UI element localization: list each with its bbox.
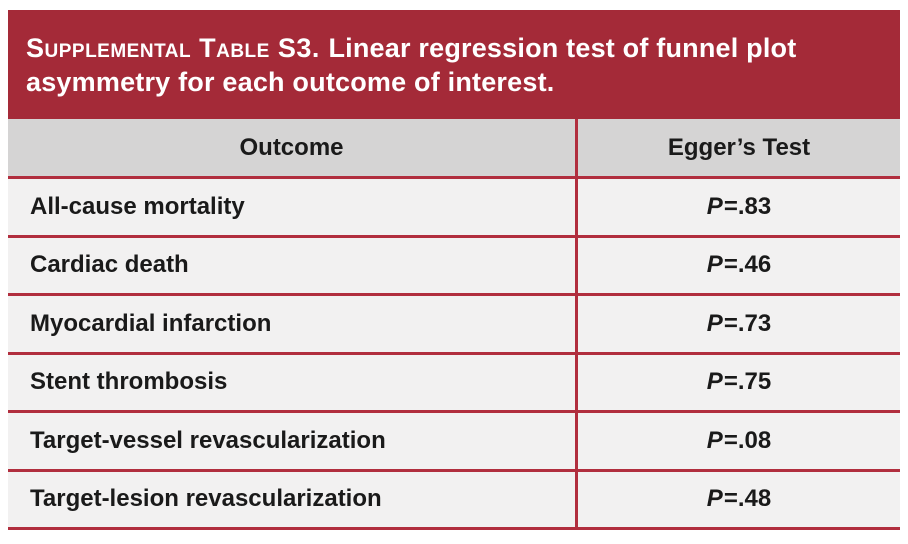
table-row: Stent thrombosis P =.75 (8, 354, 900, 413)
egger-test-cell: P =.48 (575, 471, 900, 527)
table-row: Myocardial infarction P =.73 (8, 296, 900, 355)
table-header-row: Outcome Egger’s Test (8, 119, 900, 179)
outcome-cell: Target-vessel revascularization (30, 426, 386, 454)
p-label: P (706, 368, 723, 396)
table-title-bar: Supplemental Table S3. Linear regression … (8, 10, 900, 119)
outcome-cell: Target-lesion revascularization (30, 485, 382, 513)
p-label: P (706, 485, 723, 513)
supplemental-table-card: Supplemental Table S3. Linear regression … (8, 10, 900, 530)
table-row: Target-lesion revascularization P =.48 (8, 471, 900, 530)
p-label: P (706, 309, 723, 337)
p-value: =.75 (723, 368, 772, 396)
table-row: Cardiac death P =.46 (8, 237, 900, 296)
p-value: =.08 (723, 426, 772, 454)
outcome-cell: Stent thrombosis (30, 368, 228, 396)
p-label: P (706, 426, 723, 454)
p-value: =.83 (723, 192, 772, 220)
egger-test-cell: P =.75 (575, 354, 900, 410)
egger-test-cell: P =.08 (575, 413, 900, 469)
egger-test-cell: P =.83 (575, 179, 900, 235)
p-value: =.46 (723, 251, 772, 279)
outcome-cell: All-cause mortality (30, 192, 245, 220)
column-header-outcome: Outcome (239, 133, 344, 161)
p-value: =.48 (723, 485, 772, 513)
table-title-label: Supplemental Table S3. (26, 33, 320, 63)
outcome-cell: Myocardial infarction (30, 309, 272, 337)
outcome-cell: Cardiac death (30, 251, 189, 279)
egger-test-cell: P =.73 (575, 296, 900, 352)
p-label: P (706, 192, 723, 220)
p-value: =.73 (723, 309, 772, 337)
table-row: Target-vessel revascularization P =.08 (8, 413, 900, 472)
table-title-text: Linear regression test of funnel plot as… (26, 33, 797, 97)
egger-test-cell: P =.46 (575, 237, 900, 293)
p-label: P (706, 251, 723, 279)
table-row: All-cause mortality P =.83 (8, 179, 900, 238)
column-header-egger-test: Egger’s Test (575, 119, 900, 176)
